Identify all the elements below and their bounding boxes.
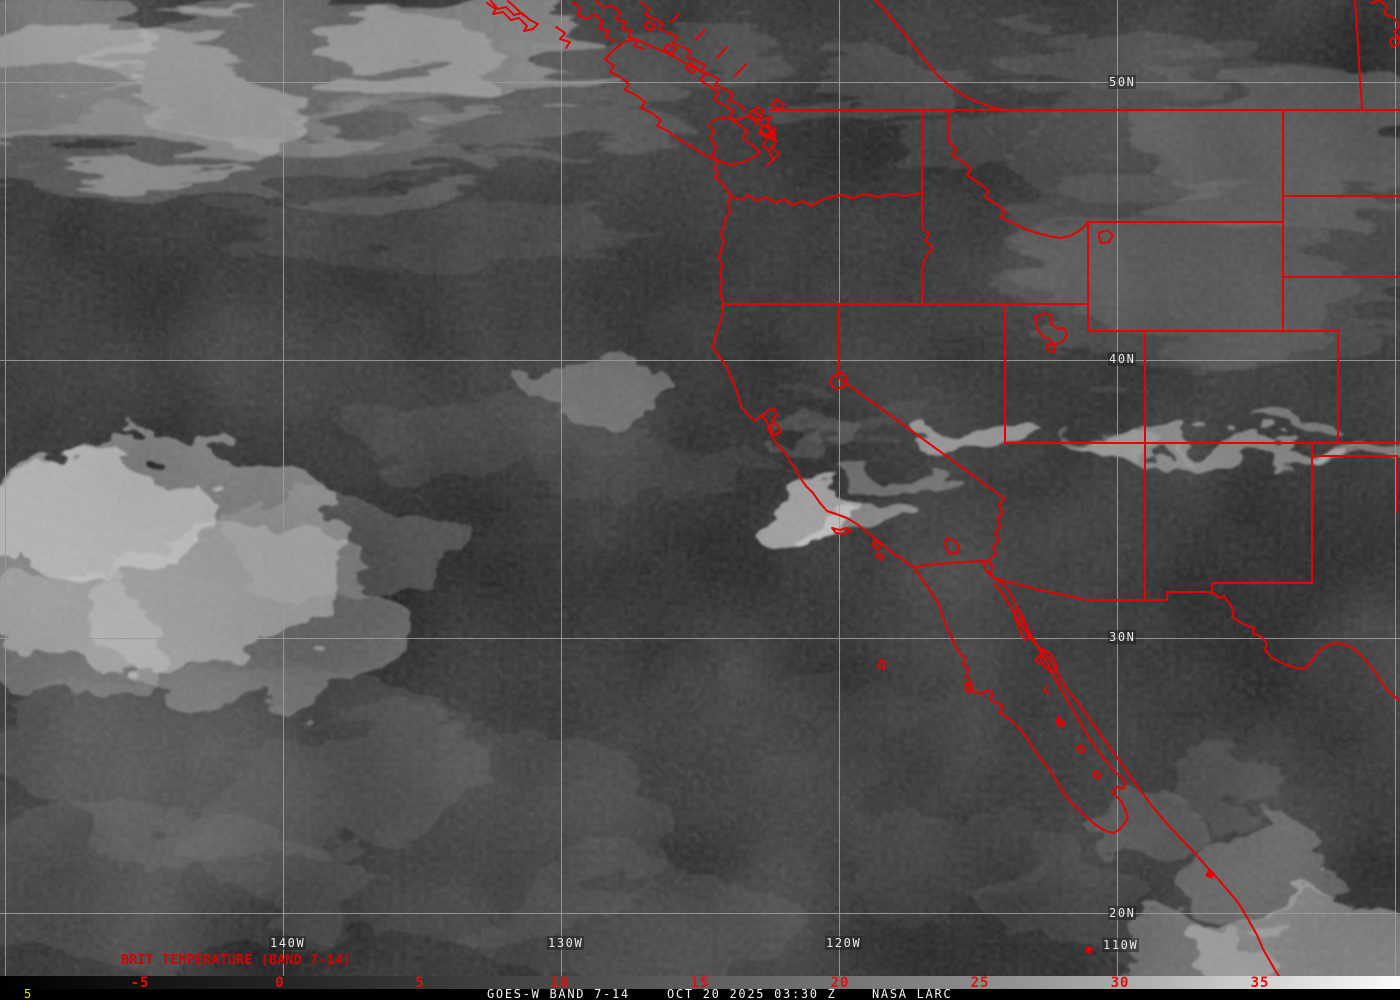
- lon-label-110w: 110W: [1102, 938, 1140, 952]
- colorbar-tick: 15: [690, 975, 710, 991]
- credit: NASA LARC: [872, 987, 953, 1000]
- map-boundaries-overlay: [486, 0, 1400, 1000]
- colorbar-tick: -5: [130, 975, 150, 991]
- product-annotation: BRIT TEMPERATURE (BAND 7-14): [121, 953, 352, 968]
- cloud-field-pacific: [0, 368, 780, 1000]
- lat-label-30n: 30N: [1108, 630, 1137, 644]
- colorbar-tick: 30: [1110, 975, 1130, 991]
- latlon-grid: [0, 0, 1400, 976]
- colorbar-tick: 35: [1250, 975, 1270, 991]
- lon-label-140w: 140W: [269, 936, 307, 950]
- lat-label-20n: 20N: [1108, 906, 1137, 920]
- cloud-field-northern-rockies: [785, 30, 1400, 445]
- status-bar: 5 GOES-W BAND 7-14 OCT 20 2025 03:30 Z N…: [0, 987, 1400, 1000]
- brightness-temperature-colorbar: [0, 976, 1400, 989]
- lat-label-40n: 40N: [1108, 352, 1137, 366]
- colorbar-tick: 20: [830, 975, 850, 991]
- frame-indicator: 5: [24, 987, 33, 1000]
- colorbar-tick: 10: [550, 975, 570, 991]
- product-name: GOES-W BAND 7-14: [487, 987, 630, 1000]
- cloud-field-northwest: [0, 0, 760, 260]
- timestamp: OCT 20 2025 03:30 Z: [667, 987, 837, 1000]
- colorbar-tick: 25: [970, 975, 990, 991]
- colorbar-tick: 5: [415, 975, 425, 991]
- lat-label-50n: 50N: [1108, 75, 1137, 89]
- lon-label-120w: 120W: [825, 936, 863, 950]
- lon-label-130w: 130W: [547, 936, 585, 950]
- colorbar-tick: 0: [275, 975, 285, 991]
